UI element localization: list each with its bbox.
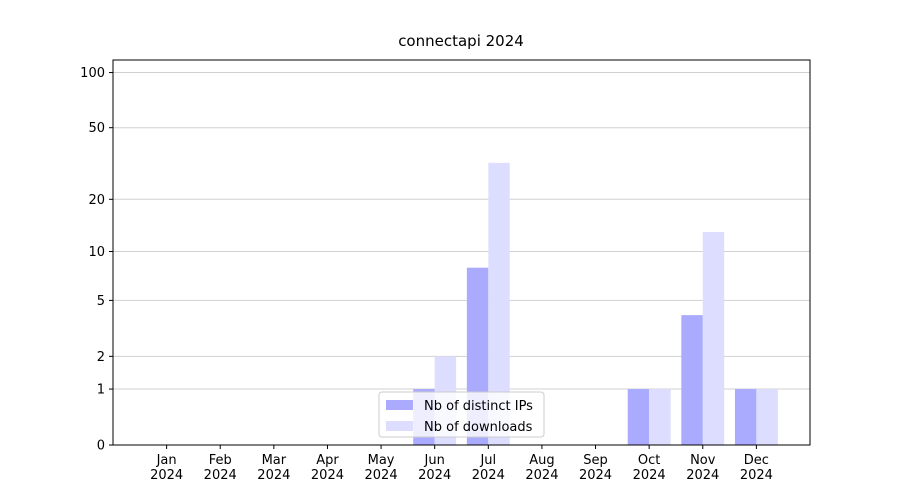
grid <box>113 72 810 446</box>
legend-swatch <box>386 400 413 410</box>
bar <box>488 162 510 445</box>
bar <box>734 389 757 445</box>
y-tick-label: 20 <box>88 193 105 208</box>
y-tick-label: 50 <box>88 121 105 136</box>
bar <box>756 389 778 445</box>
y-tick-label: 10 <box>88 245 105 260</box>
legend-box <box>378 391 545 438</box>
bar <box>681 315 703 445</box>
plot-frame <box>112 59 811 446</box>
legend-label: Nb of distinct IPs <box>424 399 533 414</box>
x-tick-label: Aug 2024 <box>525 453 559 483</box>
x-tick-label: Nov 2024 <box>686 453 720 483</box>
y-tick-label: 0 <box>97 439 105 454</box>
bar <box>649 389 671 445</box>
legend-label: Nb of downloads <box>424 420 533 435</box>
y-tick-label: 5 <box>97 294 105 309</box>
x-tick-label: Jul 2024 <box>471 453 505 483</box>
y-tick-label: 2 <box>97 350 105 365</box>
x-tick-label: Apr 2024 <box>310 453 344 483</box>
y-tick-label: 100 <box>80 66 105 81</box>
x-tick-label: May 2024 <box>364 453 398 483</box>
x-tick-label: Dec 2024 <box>739 453 773 483</box>
bar <box>627 389 650 445</box>
x-tick-label: Feb 2024 <box>203 453 237 483</box>
legend: Nb of distinct IPs Nb of downloads <box>378 391 545 438</box>
legend-swatch <box>386 421 413 431</box>
x-tick-label: Mar 2024 <box>257 453 291 483</box>
x-tick-label: Sep 2024 <box>578 453 613 483</box>
x-tick-label: Jun 2024 <box>418 453 452 483</box>
bar <box>702 232 725 445</box>
y-tick-label: 1 <box>97 383 105 398</box>
chart-title: connectapi 2024 <box>398 32 524 50</box>
x-tick-label: Jan 2024 <box>150 453 184 483</box>
x-tick-label: Oct 2024 <box>632 453 666 483</box>
